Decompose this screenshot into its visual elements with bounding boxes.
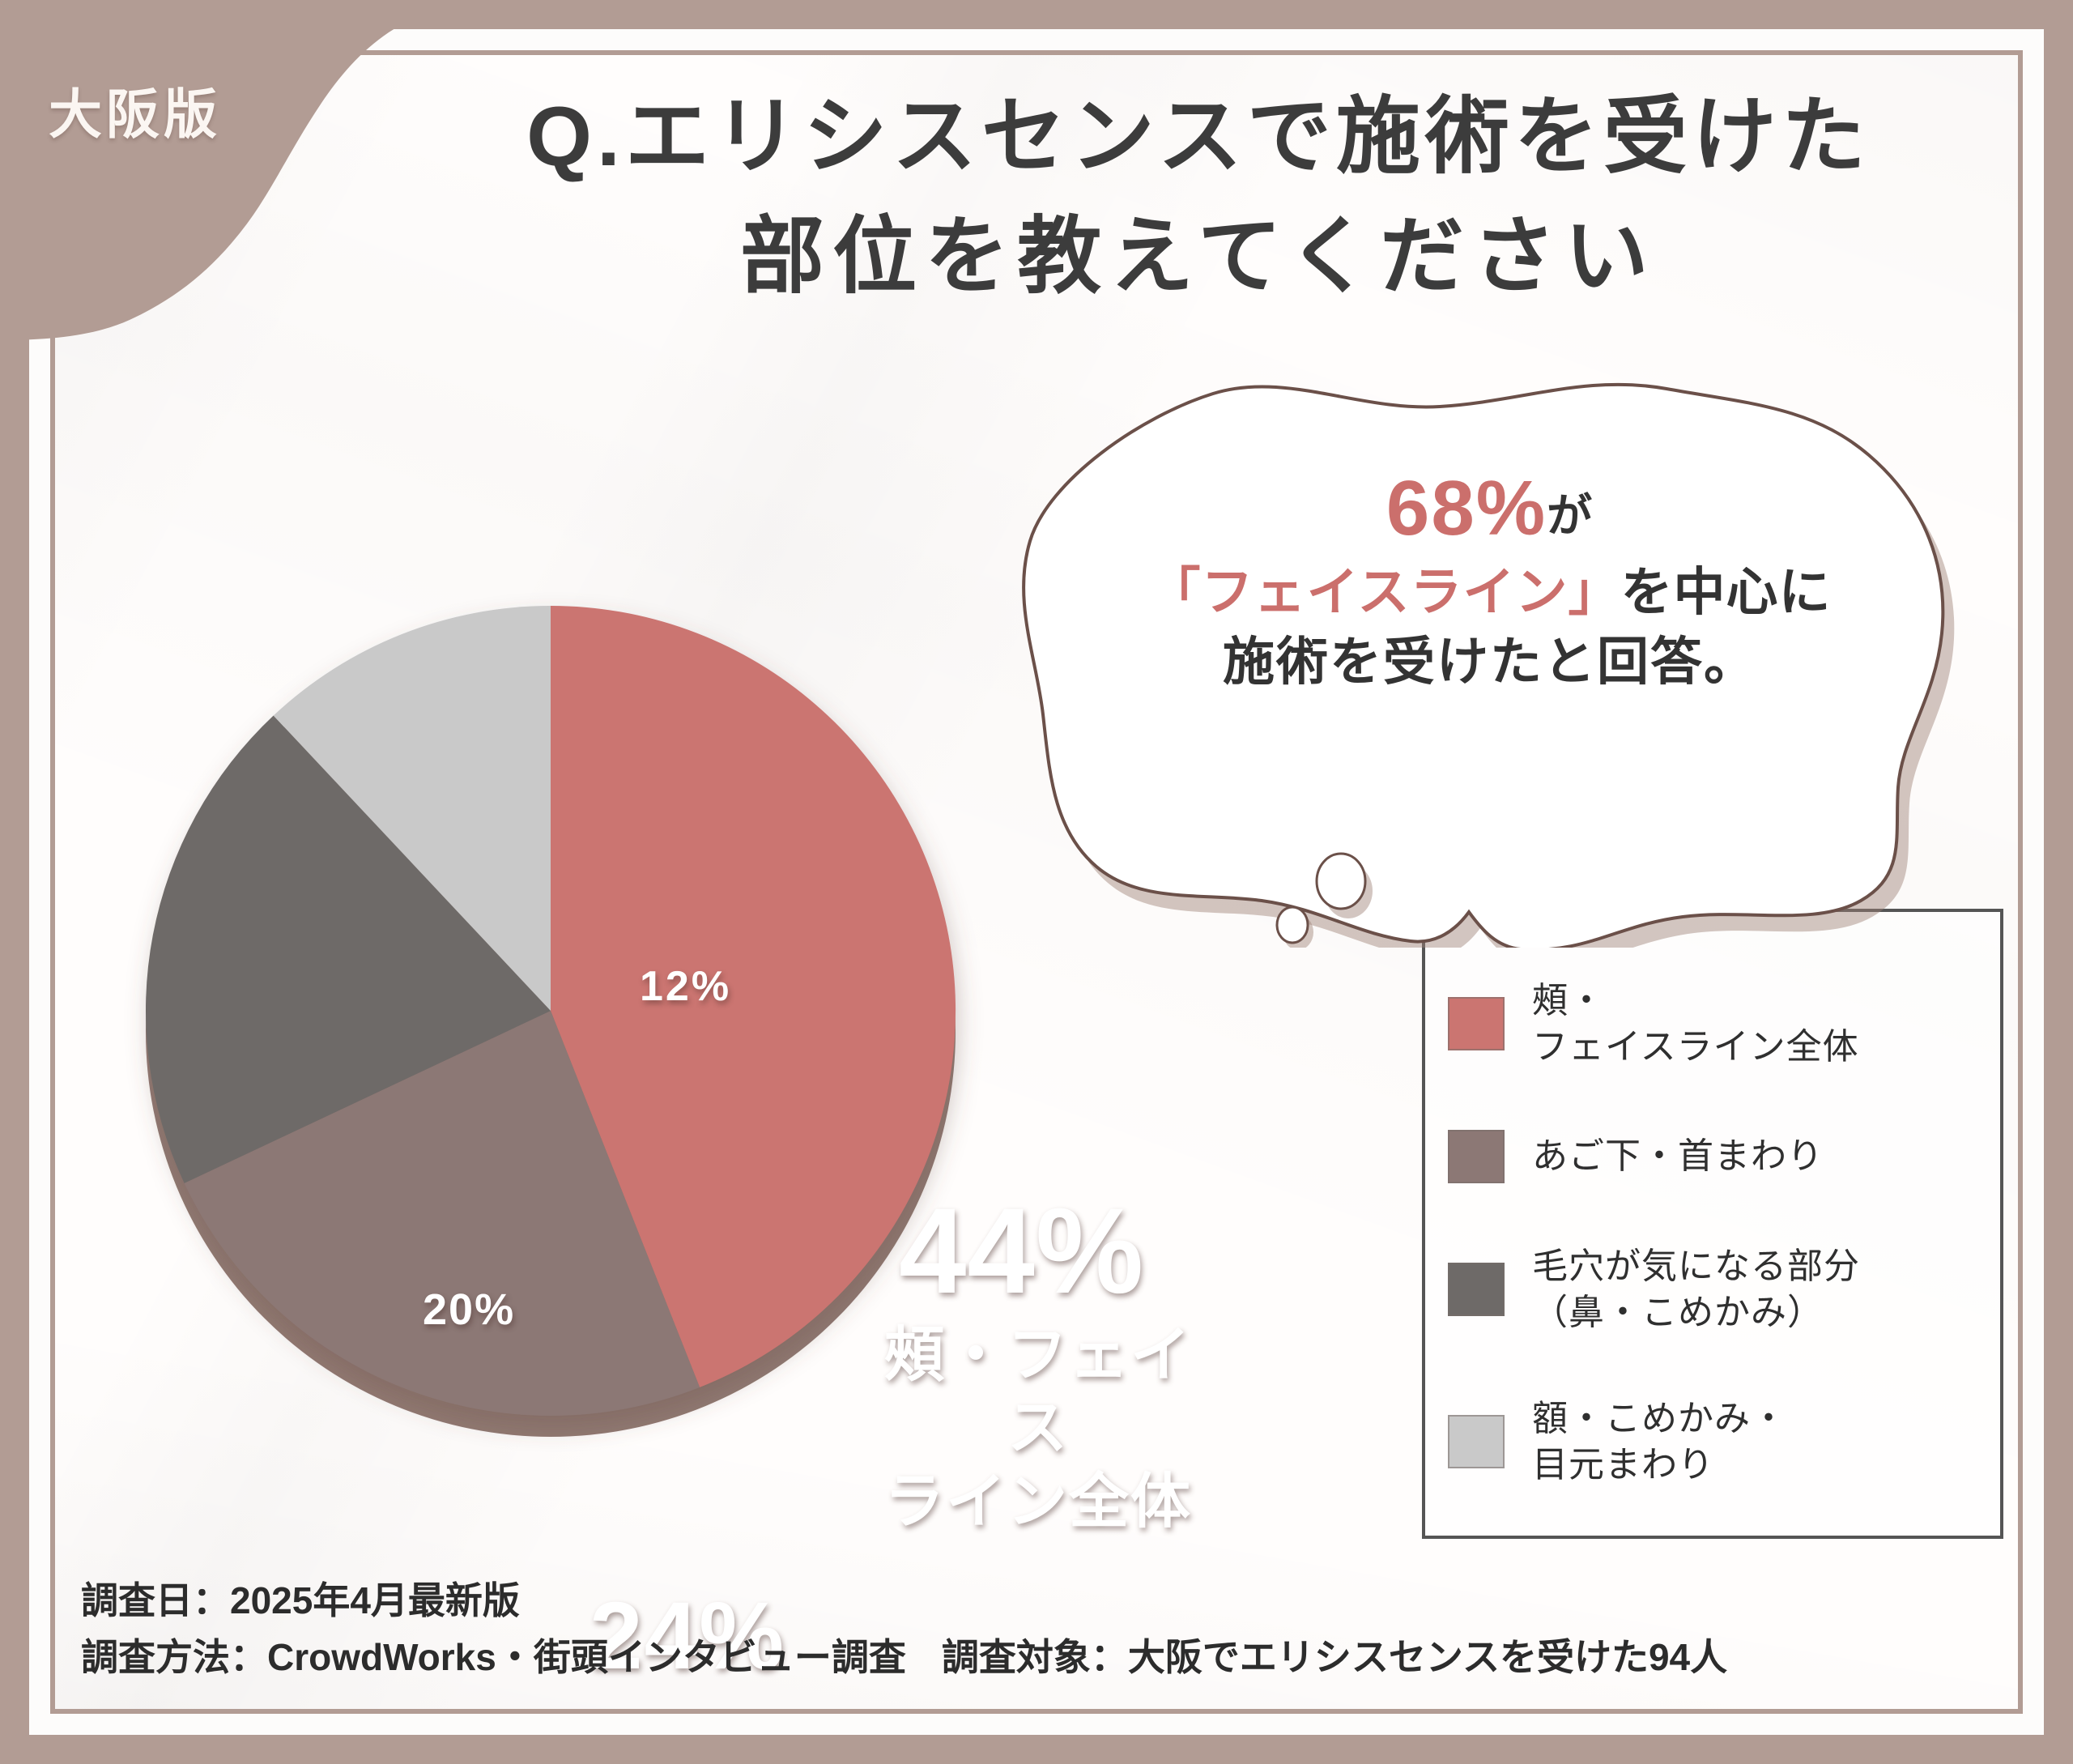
legend-swatch-icon-0 [1448,997,1505,1051]
legend-label-1: あご下・首まわり [1532,1136,1824,1177]
pie-label-44: 44% [899,1182,1145,1319]
callout-line-1: 68%が [1036,460,1943,558]
pie-label-44-sublabel: 頰・フェイス ライン全体 [884,1321,1192,1535]
legend-item-2[interactable]: 毛穴が気になる部分 （鼻・こめかみ） [1448,1243,1982,1336]
survey-method: 調査方法：CrowdWorks・街頭インタビュー調査 [81,1636,906,1679]
title-line-1: Q.エリシスセンスで施術を受けた [526,90,1871,184]
callout-tail-bubbles [1275,852,1373,948]
legend-label-3: 額・こめかみ・ 目元まわり [1532,1398,1787,1485]
callout-accent: 「フェイスライン」 [1148,562,1621,621]
callout-bubble: 68%が 「フェイスライン」を中心に 施術を受けたと回答。 [1004,364,1976,948]
callout-line-2-rest: を中心に [1620,562,1832,621]
survey-target: 調査対象：大阪でエリシスセンスを受けた94人 [941,1636,1728,1679]
callout-big-number: 68% [1386,465,1547,552]
page-title: Q.エリシスセンスで施術を受けた 部位を教えてください [405,78,1992,317]
survey-method-row: 調査方法：CrowdWorks・街頭インタビュー調査 調査対象：大阪でエリシスセン… [81,1630,1727,1686]
region-badge-shape [0,0,453,340]
region-badge-label: 大阪版 [49,84,221,144]
legend-label-0: 頰・ フェイスライン全体 [1532,980,1859,1067]
callout-suffix: が [1547,490,1594,541]
legend-swatch-icon-1 [1448,1129,1505,1183]
legend-item-3[interactable]: 額・こめかみ・ 目元まわり [1448,1395,1982,1488]
legend-item-1[interactable]: あご下・首まわり [1448,1129,1982,1183]
callout-text: 68%が 「フェイスライン」を中心に 施術を受けたと回答。 [1036,460,1943,697]
legend-item-0[interactable]: 頰・ フェイスライン全体 [1448,978,1982,1070]
pie-chart: 12% 20% 24% 44% 頰・フェイス ライン全体 [121,405,1190,1689]
title-line-2: 部位を教えてください [740,209,1657,304]
chart-legend: 頰・ フェイスライン全体 あご下・首まわり 毛穴が気になる部分 （鼻・こめかみ）… [1422,909,2003,1539]
legend-swatch-icon-3 [1448,1414,1505,1468]
callout-line-2: 「フェイスライン」を中心に [1036,558,1943,628]
survey-footnote: 調査日：2025年4月最新版 調査方法：CrowdWorks・街頭インタビュー調… [81,1573,1727,1686]
pie-label-12: 12% [640,963,732,1010]
callout-line-3: 施術を受けたと回答。 [1223,632,1757,691]
legend-swatch-icon-2 [1448,1262,1505,1316]
survey-date: 調査日：2025年4月最新版 [81,1579,520,1622]
legend-label-2: 毛穴が気になる部分 （鼻・こめかみ） [1532,1246,1860,1332]
pie-label-20: 20% [423,1285,516,1334]
